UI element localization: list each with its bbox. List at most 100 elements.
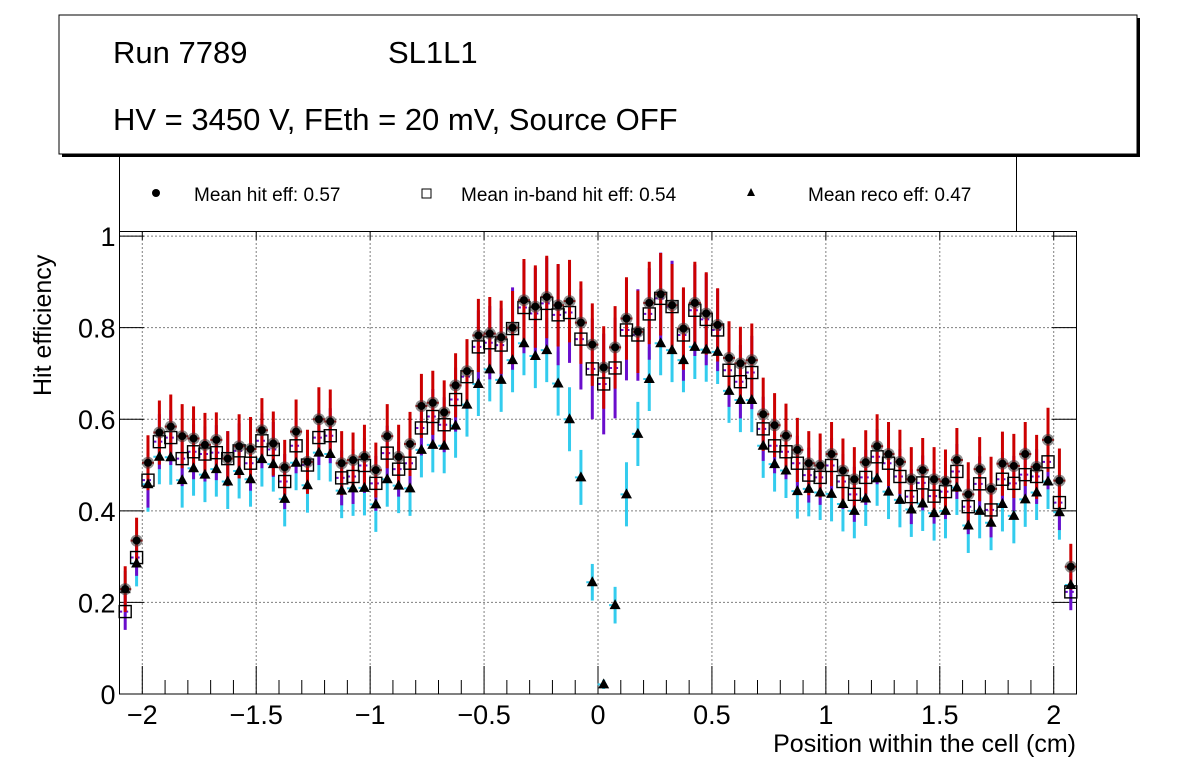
hit-eff-point (246, 445, 255, 454)
reco-eff-point (575, 471, 587, 482)
inband-eff-point (448, 392, 463, 407)
hit-eff-point (668, 301, 677, 310)
reco-eff-point (769, 458, 781, 469)
reco-eff-point (712, 345, 724, 356)
hit-eff-point (599, 363, 608, 372)
reco-eff-point (347, 482, 359, 493)
inband-eff-point (574, 332, 588, 346)
reco-eff-point (131, 557, 143, 568)
legend-label-hit-eff: Mean hit eff: 0.57 (194, 185, 340, 206)
reco-eff-point (1053, 506, 1065, 517)
inband-eff-point (243, 456, 258, 470)
hit-eff-point (565, 297, 574, 306)
reco-eff-point (176, 474, 188, 485)
reco-eff-point (791, 485, 803, 496)
x-tick-label: −2 (127, 700, 158, 730)
y-axis-title: Hit efficiency (29, 254, 57, 396)
reco-eff-point (415, 443, 427, 454)
reco-eff-point (484, 363, 496, 374)
y-tick-label: 0.2 (78, 588, 116, 618)
legend-marker-circle-icon (152, 189, 160, 197)
reco-eff-point (188, 462, 200, 473)
reco-eff-point (358, 481, 370, 492)
reco-eff-point (450, 419, 462, 430)
hit-eff-point (827, 450, 836, 459)
reco-eff-point (677, 354, 689, 365)
reco-eff-point (529, 350, 541, 361)
reco-eff-point (301, 479, 313, 490)
hit-eff-point (1044, 435, 1053, 444)
reco-eff-point (700, 343, 712, 354)
reco-eff-point (541, 344, 553, 355)
hit-eff-point (987, 484, 996, 493)
reco-eff-point (393, 479, 405, 490)
x-tick-label: 2 (1046, 700, 1061, 730)
hit-eff-point (576, 318, 585, 327)
hit-eff-point (850, 475, 859, 484)
reco-eff-point (655, 337, 667, 348)
inband-eff-point (289, 439, 303, 453)
hit-eff-point (1032, 462, 1041, 471)
inband-eff-point (277, 474, 292, 489)
reco-eff-point (165, 451, 177, 462)
hit-eff-point (736, 359, 745, 368)
reco-eff-point (951, 481, 963, 492)
hit-eff-point (155, 428, 164, 437)
inband-eff-point (745, 365, 759, 380)
reco-eff-point (336, 484, 348, 495)
hit-eff-point (303, 457, 312, 466)
inband-eff-point (893, 469, 907, 484)
hit-eff-point (280, 463, 289, 472)
hit-eff-point (770, 421, 779, 430)
hit-eff-point (166, 422, 175, 431)
conditions-label: HV = 3450 V, FEth = 20 mV, Source OFF (113, 102, 678, 137)
inband-eff-point (323, 429, 337, 443)
reco-eff-point (962, 519, 974, 530)
reco-eff-point (746, 394, 758, 405)
reco-eff-point (153, 450, 165, 461)
inband-eff-point (972, 477, 987, 491)
hit-eff-point (360, 452, 369, 461)
hit-eff-point (474, 331, 483, 340)
hit-eff-point (645, 298, 654, 307)
hit-eff-point (781, 431, 790, 440)
hit-eff-point (793, 445, 802, 454)
layer-label: SL1L1 (388, 35, 478, 70)
x-tick-label: 1.5 (921, 700, 959, 730)
reco-eff-point (848, 504, 860, 515)
inband-eff-point (403, 456, 417, 470)
hit-eff-point (326, 417, 335, 426)
hit-eff-point (998, 459, 1007, 468)
reco-eff-point (495, 373, 507, 384)
reco-eff-point (985, 516, 997, 527)
hit-eff-point (907, 475, 916, 484)
hit-eff-point (1066, 562, 1075, 571)
reco-eff-point (837, 497, 849, 508)
reco-eff-point (404, 482, 416, 493)
hit-eff-point (1055, 476, 1064, 485)
x-tick-label: 0.5 (693, 700, 731, 730)
inband-eff-point (915, 476, 930, 490)
hit-eff-point (451, 381, 460, 390)
hit-eff-point (485, 329, 494, 338)
plot-frame (119, 231, 1077, 695)
reco-eff-point (552, 377, 564, 388)
reco-eff-point (461, 398, 473, 409)
legend: Mean hit eff: 0.57 Mean in-band hit eff:… (119, 157, 1017, 232)
reco-eff-point (598, 678, 610, 689)
inband-eff-point (426, 409, 440, 424)
run-label: Run 7789 (113, 35, 247, 70)
reco-eff-point (609, 599, 621, 610)
inband-eff-point (733, 374, 748, 389)
reco-eff-point (518, 337, 530, 348)
inband-eff-point (414, 421, 429, 435)
reco-eff-point (917, 497, 929, 508)
hit-eff-point (690, 298, 699, 307)
x-tick-label: 1 (818, 700, 833, 730)
reco-eff-point (905, 503, 917, 514)
hit-eff-point (314, 415, 323, 424)
inband-eff-point (380, 446, 394, 460)
x-tick-label: 0 (590, 700, 605, 730)
hit-eff-point (747, 356, 756, 365)
